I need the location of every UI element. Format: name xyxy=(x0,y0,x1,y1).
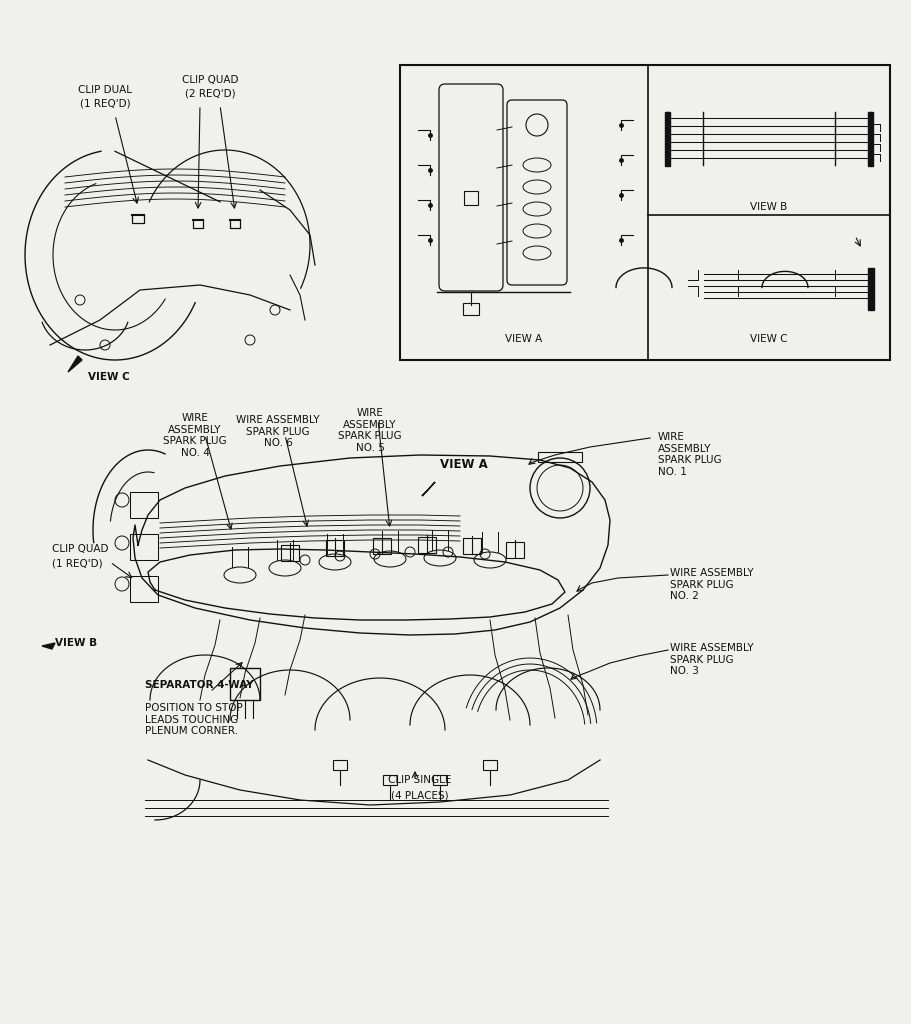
Text: CLIP QUAD: CLIP QUAD xyxy=(182,75,239,85)
Bar xyxy=(538,452,582,462)
Text: CLIP DUAL: CLIP DUAL xyxy=(78,85,132,95)
Text: SEPARATOR 4-WAY: SEPARATOR 4-WAY xyxy=(145,680,253,690)
Polygon shape xyxy=(42,643,55,649)
Bar xyxy=(418,537,436,553)
Bar xyxy=(333,760,347,770)
Text: WIRE ASSEMBLY
SPARK PLUG
NO. 6: WIRE ASSEMBLY SPARK PLUG NO. 6 xyxy=(236,415,320,449)
Polygon shape xyxy=(68,356,82,372)
Text: WIRE ASSEMBLY
SPARK PLUG
NO. 2: WIRE ASSEMBLY SPARK PLUG NO. 2 xyxy=(670,568,753,601)
Text: CLIP QUAD: CLIP QUAD xyxy=(52,544,108,554)
Text: VIEW C: VIEW C xyxy=(88,372,129,382)
Text: (1 REQ'D): (1 REQ'D) xyxy=(52,558,103,568)
Bar xyxy=(130,534,158,560)
Text: WIRE
ASSEMBLY
SPARK PLUG
NO. 5: WIRE ASSEMBLY SPARK PLUG NO. 5 xyxy=(338,408,402,453)
Text: POSITION TO STOP
LEADS TOUCHING
PLENUM CORNER.: POSITION TO STOP LEADS TOUCHING PLENUM C… xyxy=(145,703,242,736)
Bar xyxy=(868,112,873,166)
Polygon shape xyxy=(422,482,435,496)
Text: VIEW B: VIEW B xyxy=(55,638,97,648)
Bar xyxy=(400,65,890,360)
Text: (4 PLACES): (4 PLACES) xyxy=(391,790,449,800)
Bar xyxy=(506,542,524,558)
Bar xyxy=(130,492,158,518)
Bar xyxy=(464,191,478,205)
Text: (1 REQ'D): (1 REQ'D) xyxy=(79,99,130,109)
Bar xyxy=(281,545,299,561)
Bar xyxy=(483,760,497,770)
Bar xyxy=(373,538,391,554)
Text: VIEW B: VIEW B xyxy=(751,202,788,212)
Text: VIEW A: VIEW A xyxy=(506,334,543,344)
Bar xyxy=(463,303,479,315)
Text: CLIP SINGLE: CLIP SINGLE xyxy=(388,775,452,785)
Text: VIEW A: VIEW A xyxy=(440,458,487,471)
Bar xyxy=(665,112,670,166)
Bar xyxy=(868,267,874,309)
Text: WIRE
ASSEMBLY
SPARK PLUG
NO. 4: WIRE ASSEMBLY SPARK PLUG NO. 4 xyxy=(163,413,227,458)
Bar xyxy=(326,540,344,556)
Bar xyxy=(130,575,158,602)
Bar xyxy=(383,775,397,785)
Text: WIRE
ASSEMBLY
SPARK PLUG
NO. 1: WIRE ASSEMBLY SPARK PLUG NO. 1 xyxy=(658,432,722,477)
Bar xyxy=(433,775,447,785)
Text: WIRE ASSEMBLY
SPARK PLUG
NO. 3: WIRE ASSEMBLY SPARK PLUG NO. 3 xyxy=(670,643,753,676)
Text: VIEW C: VIEW C xyxy=(751,334,788,344)
Bar xyxy=(463,538,481,554)
Bar xyxy=(230,668,260,700)
Text: (2 REQ'D): (2 REQ'D) xyxy=(185,89,235,99)
